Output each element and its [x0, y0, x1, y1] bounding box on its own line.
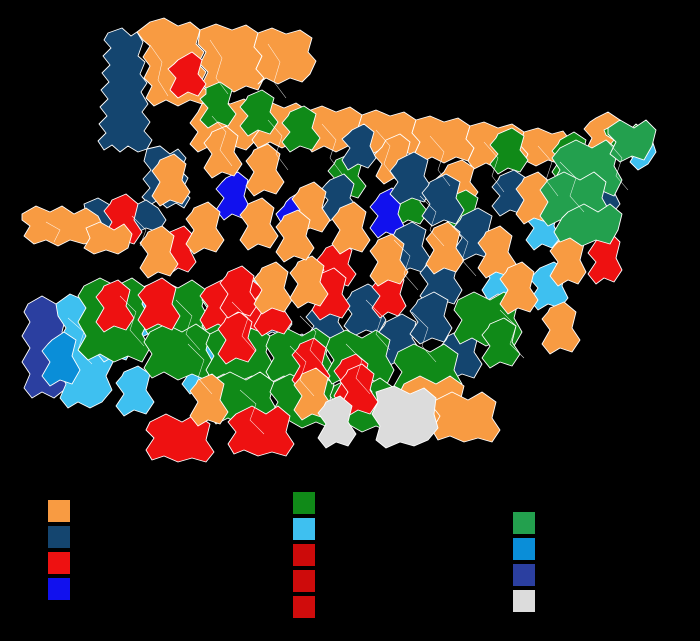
legend-item[interactable]: [293, 492, 323, 514]
legend-swatch-azure: [513, 538, 535, 560]
legend-item[interactable]: [513, 564, 543, 586]
region-sw-green-4[interactable]: [144, 324, 214, 380]
legend-swatch-sea-green: [513, 512, 535, 534]
legend-column-3: [513, 512, 543, 616]
region-sw-orange-2[interactable]: [290, 256, 328, 308]
region-c-orange-19[interactable]: [332, 202, 370, 254]
legend-swatch-red-3: [293, 596, 315, 618]
region-s-red-6[interactable]: [146, 414, 214, 462]
region-c-orange-7[interactable]: [370, 234, 408, 286]
region-nw-orange-13[interactable]: [204, 126, 242, 178]
legend-column-2: [293, 492, 323, 622]
legend-item[interactable]: [293, 596, 323, 618]
region-n-orange-8[interactable]: [412, 116, 474, 163]
region-exclave-orange-2[interactable]: [84, 222, 132, 254]
region-n-navy-15[interactable]: [342, 124, 376, 170]
region-ne-seagreen-4[interactable]: [608, 120, 656, 162]
map-svg[interactable]: [0, 0, 700, 470]
region-n-red-1[interactable]: [168, 52, 206, 98]
region-e-orange-11[interactable]: [500, 262, 538, 314]
legend-item[interactable]: [513, 538, 543, 560]
region-e-orange-9[interactable]: [478, 226, 516, 278]
legend-swatch-red: [48, 552, 70, 574]
region-c-orange-17[interactable]: [140, 226, 178, 278]
region-nw-orange-12[interactable]: [152, 154, 190, 206]
region-c-orange-16[interactable]: [186, 202, 224, 254]
legend-swatch-red-2: [293, 570, 315, 592]
region-s-grey-2[interactable]: [318, 396, 356, 448]
region-c-orange-15[interactable]: [240, 198, 278, 250]
region-c-blue-1[interactable]: [216, 172, 250, 220]
region-e-navy-1[interactable]: [390, 152, 432, 204]
region-s-orange-4[interactable]: [432, 392, 500, 442]
legend-item[interactable]: [513, 512, 543, 534]
map-legend: [0, 470, 700, 641]
legend-swatch-light-grey: [513, 590, 535, 612]
legend-item[interactable]: [293, 544, 323, 566]
region-e-orange-20[interactable]: [426, 222, 464, 274]
region-sw-red-4[interactable]: [218, 312, 256, 364]
region-c-orange-18[interactable]: [276, 210, 314, 262]
region-ne-seagreen-3[interactable]: [554, 204, 622, 246]
choropleth-map[interactable]: [0, 0, 700, 470]
legend-item[interactable]: [293, 570, 323, 592]
map-regions[interactable]: [22, 18, 656, 462]
region-e-orange-10[interactable]: [542, 302, 580, 354]
region-c-green-3[interactable]: [282, 106, 320, 152]
region-e-navy-2[interactable]: [422, 174, 464, 226]
legend-item[interactable]: [513, 590, 543, 612]
region-n-orange-3[interactable]: [254, 28, 316, 84]
region-s-orange-6[interactable]: [294, 368, 332, 420]
region-c-green-7[interactable]: [490, 128, 528, 174]
legend-swatch-royal-blue: [513, 564, 535, 586]
region-c-green-1[interactable]: [200, 82, 236, 128]
region-sw-red-1[interactable]: [138, 278, 180, 330]
region-c-red-15[interactable]: [340, 364, 378, 416]
legend-swatch-blue: [48, 578, 70, 600]
legend-swatch-cyan: [293, 518, 315, 540]
legend-swatch-orange: [48, 500, 70, 522]
legend-item[interactable]: [48, 578, 78, 600]
legend-item[interactable]: [48, 526, 78, 548]
region-c-green-2[interactable]: [240, 90, 278, 136]
region-sw-orange-1[interactable]: [254, 262, 292, 314]
region-internal-boundaries: [45, 39, 629, 435]
legend-swatch-forest-green: [293, 492, 315, 514]
legend-swatch-navy: [48, 526, 70, 548]
legend-column-1: [48, 500, 78, 604]
legend-swatch-dark-red: [293, 544, 315, 566]
region-s-grey-1[interactable]: [372, 386, 438, 448]
legend-item[interactable]: [48, 500, 78, 522]
region-nw-navy-1[interactable]: [98, 28, 152, 152]
region-w-red-12[interactable]: [96, 280, 134, 332]
region-sw-azure-1[interactable]: [42, 332, 80, 386]
region-e-red-3[interactable]: [588, 232, 622, 284]
region-e-navy-8[interactable]: [410, 292, 452, 344]
legend-item[interactable]: [293, 518, 323, 540]
region-n-orange-2[interactable]: [198, 24, 264, 92]
region-s-orange-5[interactable]: [190, 374, 228, 426]
legend-item[interactable]: [48, 552, 78, 574]
region-c-orange-14[interactable]: [246, 144, 284, 196]
region-s-red-9[interactable]: [220, 266, 258, 318]
